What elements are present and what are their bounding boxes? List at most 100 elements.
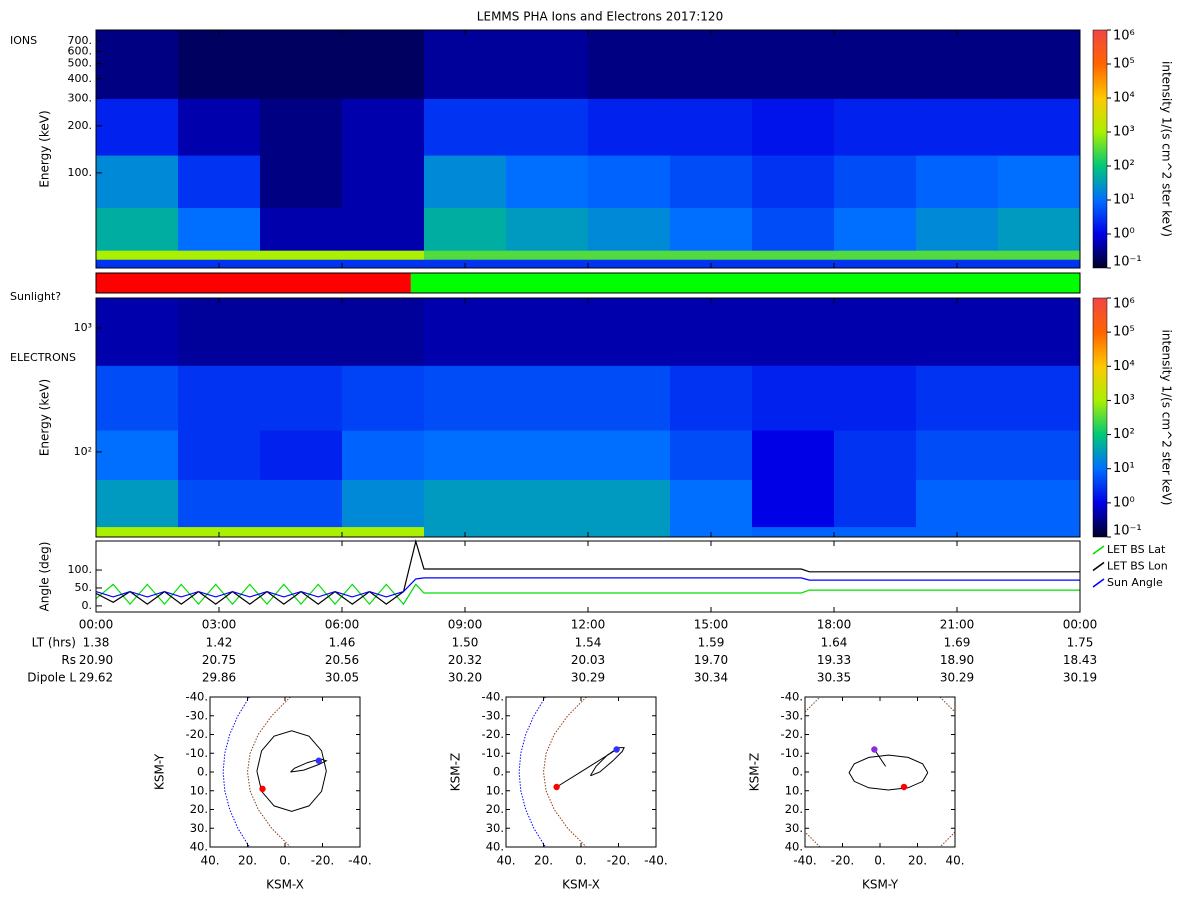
y-axis-label: KSM-Z xyxy=(748,753,762,791)
spectrogram-cell xyxy=(96,207,179,251)
ephemeris-row-label: Rs xyxy=(61,653,76,667)
spectrogram-cell xyxy=(916,250,999,260)
orbit-curve xyxy=(256,730,327,812)
spectrogram-cell xyxy=(998,250,1081,260)
ephemeris-value: 30.19 xyxy=(1063,671,1097,685)
y-tick-label: 10² xyxy=(74,445,92,458)
spectrogram-cell xyxy=(260,430,343,480)
colorbar-tick-label: 10³ xyxy=(1113,393,1135,408)
spectrogram-cell xyxy=(342,526,425,538)
ephemeris-value: 1.54 xyxy=(575,636,602,650)
spectrogram-cell xyxy=(178,250,261,260)
ephemeris-value: 30.29 xyxy=(940,671,974,685)
spectrogram-cell xyxy=(506,365,589,431)
spectrogram-cell xyxy=(834,430,917,480)
y-tick-label: 10. xyxy=(486,783,504,797)
spectrogram-cell xyxy=(342,479,425,528)
spectrogram-cell xyxy=(588,155,671,209)
spectrogram-cell xyxy=(506,155,589,209)
spectrogram-cell xyxy=(588,479,671,528)
y-tick-label: 50. xyxy=(75,581,93,594)
ephemeris-value: 1.50 xyxy=(452,636,479,650)
orbit-marker xyxy=(613,746,620,753)
spectrogram-cell xyxy=(834,30,917,99)
ephemeris-value: 29.86 xyxy=(202,671,236,685)
state-segment xyxy=(96,273,411,293)
y-tick-label: 500. xyxy=(68,57,93,70)
spectrogram-cell xyxy=(752,250,835,260)
y-tick-label: 200. xyxy=(68,119,93,132)
colorbar-tick-label: 10⁵ xyxy=(1113,325,1135,340)
y-tick-label: 100. xyxy=(68,166,93,179)
spectrogram-cell xyxy=(260,298,343,366)
spectrogram-cell xyxy=(342,365,425,431)
colorbar-tick-label: 10⁵ xyxy=(1113,57,1135,72)
spectrogram-cell xyxy=(834,479,917,528)
spectrogram-cell xyxy=(834,98,917,156)
x-tick-label: 0. xyxy=(279,854,290,868)
y-tick-label: 300. xyxy=(68,91,93,104)
spectrogram-cell xyxy=(96,479,179,528)
spectrogram-cell xyxy=(998,479,1081,528)
colorbar xyxy=(1092,297,1108,538)
orbit-marker xyxy=(871,746,878,753)
spectrogram-cell xyxy=(670,479,753,528)
spectrogram-cell xyxy=(834,207,917,251)
spectrogram-cell xyxy=(96,155,179,209)
spectrogram-cell xyxy=(752,259,835,269)
colorbar-tick-label: 10¹ xyxy=(1113,193,1135,208)
x-tick-label: -40. xyxy=(348,854,371,868)
x-axis-label: KSM-X xyxy=(266,878,304,892)
spectrogram-cell xyxy=(424,430,507,480)
ephemeris-value: 1.64 xyxy=(821,636,848,650)
spectrogram-cell xyxy=(178,155,261,209)
x-tick-label: 06:00 xyxy=(325,618,360,632)
x-tick-label: 09:00 xyxy=(448,618,483,632)
y-tick-label: 10. xyxy=(785,783,803,797)
spectrogram-cell xyxy=(670,207,753,251)
spectrogram-cell xyxy=(342,30,425,99)
y-tick-label: -30. xyxy=(186,708,208,722)
spectrogram-cell xyxy=(260,259,343,269)
orbit-curve xyxy=(848,754,929,791)
spectrogram-cell xyxy=(506,207,589,251)
spectrogram-cell xyxy=(260,250,343,260)
orbit-curve xyxy=(290,758,328,773)
spectrogram-cell xyxy=(342,259,425,269)
legend-label: Sun Angle xyxy=(1107,576,1163,589)
spectrogram-cell xyxy=(96,365,179,431)
spectrogram-cell xyxy=(96,298,179,366)
spectrogram-cell xyxy=(670,365,753,431)
x-tick-label: 20. xyxy=(534,854,553,868)
x-tick-label: -20. xyxy=(311,854,334,868)
spectrogram-cell xyxy=(834,298,917,366)
orbit-curve xyxy=(556,749,617,788)
x-tick-label: 20. xyxy=(908,854,927,868)
spectrogram-cell xyxy=(998,365,1081,431)
spectrogram-cell xyxy=(752,98,835,156)
spectrogram-cell xyxy=(834,526,917,538)
panel-frame xyxy=(209,696,361,848)
spectrogram-cell xyxy=(752,365,835,431)
spectrogram-cell xyxy=(998,207,1081,251)
spectrogram-cell xyxy=(424,207,507,251)
colorbar-tick-label: 10⁶ xyxy=(1113,297,1135,312)
spectrogram-cell xyxy=(998,30,1081,99)
spectrogram-cell xyxy=(916,155,999,209)
x-tick-label: 40. xyxy=(945,854,964,868)
x-tick-label: 12:00 xyxy=(571,618,606,632)
orbit-curve xyxy=(873,749,887,767)
spectrogram-cell xyxy=(998,155,1081,209)
x-axis-label: KSM-X xyxy=(562,878,600,892)
spectrogram-cell xyxy=(506,250,589,260)
orbit-curve xyxy=(246,697,291,847)
spectrogram-cell xyxy=(588,98,671,156)
spectrogram-cell xyxy=(670,98,753,156)
x-tick-label: 20. xyxy=(238,854,257,868)
ephemeris-value: 30.05 xyxy=(325,671,359,685)
spectrogram-cell xyxy=(342,430,425,480)
spectrogram-cell xyxy=(752,479,835,528)
orbit-plot xyxy=(222,697,328,847)
x-axis-label: KSM-Y xyxy=(862,878,899,892)
